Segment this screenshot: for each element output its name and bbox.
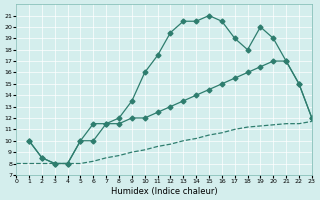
- X-axis label: Humidex (Indice chaleur): Humidex (Indice chaleur): [111, 187, 217, 196]
